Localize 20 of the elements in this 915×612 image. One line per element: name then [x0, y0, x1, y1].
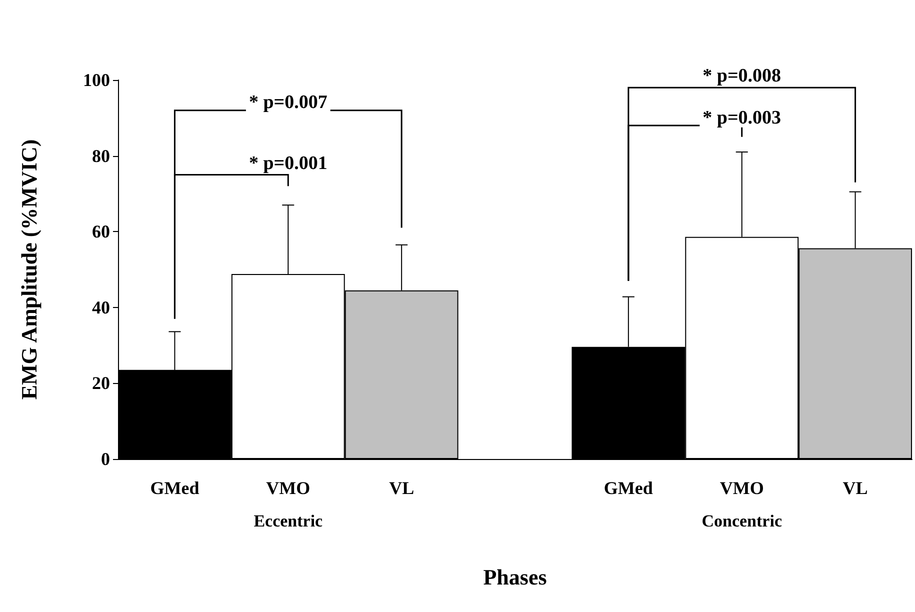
- x-tick-label: GMed: [150, 478, 200, 498]
- y-axis-title: EMG Amplitude (%MVIC): [16, 139, 42, 400]
- annotation: * p=0.008: [702, 66, 782, 87]
- x-tick-label: VMO: [720, 478, 764, 498]
- y-tick-label: 0: [101, 449, 110, 469]
- x-axis-title: Phases: [483, 564, 548, 590]
- annotation: * p=0.007: [248, 92, 328, 114]
- y-tick-label: 100: [83, 70, 110, 90]
- y-tick-label: 80: [92, 146, 110, 166]
- y-tick-label: 20: [92, 373, 110, 394]
- text: Eccentric: [254, 512, 324, 530]
- y-tick-label: 60: [92, 222, 110, 242]
- y-tick-label: 40: [92, 297, 110, 318]
- annotation: * p=0.001: [248, 152, 328, 174]
- x-tick-label: VMO: [266, 478, 310, 498]
- x-tick-label: VL: [389, 478, 414, 498]
- x-tick-label: VL: [842, 478, 868, 498]
- text: Concentric: [702, 512, 782, 530]
- annotation: * p=0.003: [702, 107, 782, 128]
- x-tick-label: GMed: [604, 478, 653, 498]
